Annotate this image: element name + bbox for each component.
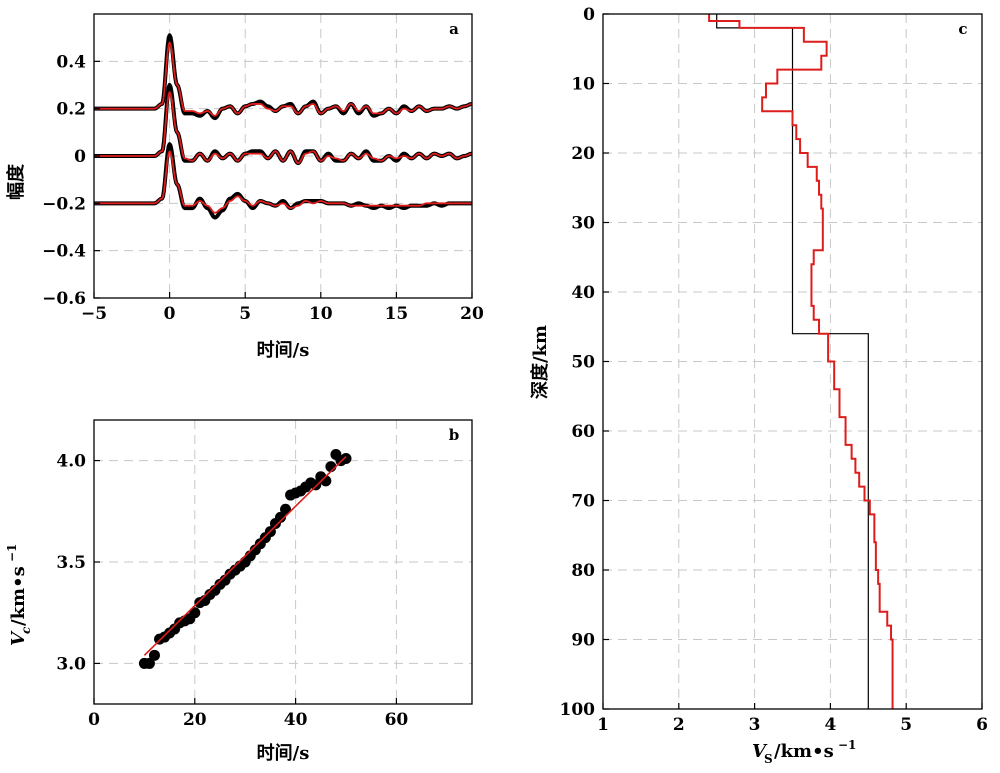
x-tick-label: 20 bbox=[183, 710, 207, 730]
data-point bbox=[148, 649, 160, 661]
y-tick-label: −0.4 bbox=[42, 242, 86, 262]
data-point bbox=[280, 503, 292, 515]
y-tick-label: 80 bbox=[571, 561, 595, 581]
panel-c-label: c bbox=[958, 20, 967, 38]
x-tick-label: 2 bbox=[673, 715, 685, 735]
y-tick-label: 10 bbox=[571, 75, 595, 95]
panel-a: −5 0 5 10 15 20 0.4 0.2 0 −0.2 −0.4 −0.6 a 时间/s 幅度 bbox=[5, 13, 484, 361]
panel-b-ticks: 0 20 40 60 3.0 3.5 4.0 bbox=[56, 452, 408, 730]
data-point bbox=[274, 511, 286, 523]
y-tick-label: 90 bbox=[571, 631, 595, 651]
panel-b-xlabel: 时间/s bbox=[257, 743, 310, 764]
panel-c-ylabel: 深度/km bbox=[529, 325, 551, 399]
x-tick-label: 20 bbox=[460, 304, 484, 324]
x-tick-label: 0 bbox=[164, 304, 176, 324]
y-tick-label: 4.0 bbox=[56, 452, 86, 472]
panel-c-series bbox=[708, 14, 894, 709]
panel-a-ticks: −5 0 5 10 15 20 0.4 0.2 0 −0.2 −0.4 −0.6 bbox=[42, 52, 484, 324]
data-point bbox=[189, 607, 201, 619]
panel-b-label: b bbox=[449, 426, 460, 444]
x-tick-label: −5 bbox=[81, 304, 107, 324]
panel-b-ylabel-sup: −1 bbox=[5, 544, 19, 562]
synthetic-trace-2 bbox=[94, 91, 473, 165]
panel-b-grid bbox=[94, 420, 472, 704]
panel-a-series bbox=[94, 33, 474, 220]
y-tick-label: 40 bbox=[571, 283, 595, 303]
panel-a-ylabel: 幅度 bbox=[5, 163, 27, 200]
y-tick-label: 60 bbox=[571, 422, 595, 442]
y-tick-label: 30 bbox=[571, 214, 595, 234]
panel-b-ylabel-unit: /km•s bbox=[8, 566, 29, 626]
initial-model-line bbox=[716, 14, 869, 709]
panel-a-xlabel: 时间/s bbox=[257, 340, 310, 361]
data-point bbox=[143, 657, 155, 669]
data-point bbox=[310, 479, 322, 491]
y-tick-label: 0 bbox=[74, 147, 86, 167]
x-tick-label: 60 bbox=[385, 710, 409, 730]
x-tick-label: 3 bbox=[749, 715, 761, 735]
y-tick-label: 0.4 bbox=[56, 52, 86, 72]
data-point bbox=[340, 453, 352, 465]
panel-b-ylabel-main: V bbox=[8, 630, 29, 646]
y-tick-label: 20 bbox=[571, 144, 595, 164]
y-tick-label: 70 bbox=[571, 492, 595, 512]
panel-b-ylabel-sub: c bbox=[19, 626, 33, 634]
panel-c-xlabel-sup: −1 bbox=[838, 738, 856, 752]
x-tick-label: 0 bbox=[88, 710, 100, 730]
x-tick-label: 15 bbox=[385, 304, 409, 324]
panel-b-ylabel: V c /km•s −1 bbox=[5, 544, 33, 646]
y-tick-label: 50 bbox=[571, 353, 595, 373]
y-tick-label: 0.2 bbox=[56, 100, 86, 120]
y-tick-label: 3.0 bbox=[56, 654, 86, 674]
x-tick-label: 5 bbox=[900, 715, 912, 735]
y-tick-label: 100 bbox=[560, 700, 596, 720]
x-tick-label: 5 bbox=[239, 304, 251, 324]
panel-c-xlabel-unit: /km•s bbox=[774, 741, 834, 762]
fit-line bbox=[143, 455, 347, 656]
synthetic-trace-1 bbox=[94, 41, 473, 117]
y-tick-label: −0.6 bbox=[42, 289, 86, 309]
panel-a-label: a bbox=[449, 20, 459, 38]
x-tick-label: 10 bbox=[309, 304, 333, 324]
x-tick-label: 1 bbox=[597, 715, 609, 735]
y-tick-label: 3.5 bbox=[56, 553, 86, 573]
synthetic-trace-3 bbox=[94, 150, 472, 214]
panel-b: 0 20 40 60 3.0 3.5 4.0 b 时间/s V c /km•s −1 bbox=[5, 419, 473, 764]
inverted-model-line bbox=[708, 14, 894, 709]
panel-c-xlabel: V S /km•s −1 bbox=[752, 738, 856, 766]
y-tick-label: −0.2 bbox=[42, 194, 86, 214]
x-tick-label: 40 bbox=[284, 710, 308, 730]
panel-b-series bbox=[138, 448, 352, 669]
panel-c-xlabel-main: V bbox=[752, 741, 768, 762]
x-tick-label: 6 bbox=[976, 715, 988, 735]
x-tick-label: 4 bbox=[824, 715, 836, 735]
panel-c-xlabel-sub: S bbox=[764, 752, 773, 766]
y-tick-label: 0 bbox=[583, 5, 595, 25]
observed-trace-2 bbox=[94, 83, 474, 166]
